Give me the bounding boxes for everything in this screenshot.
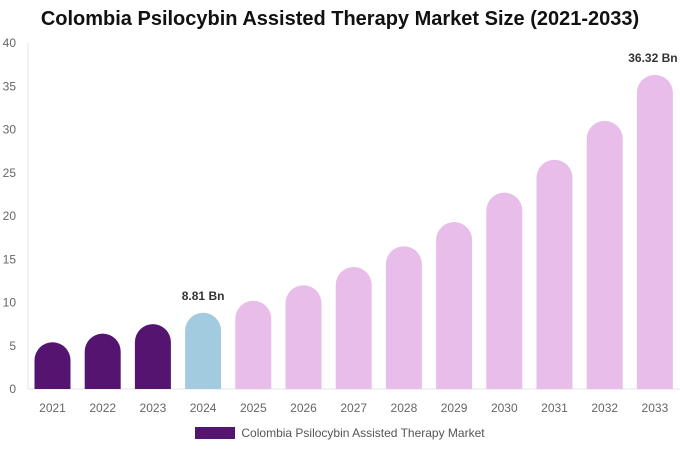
bar-2028: [385, 246, 422, 389]
y-tick-label: 5: [9, 339, 16, 353]
x-tick-label: 2031: [541, 401, 568, 415]
x-tick-label: 2023: [140, 401, 167, 415]
x-tick-label: 2029: [441, 401, 468, 415]
x-tick-label: 2025: [240, 401, 267, 415]
bar-2022: [84, 333, 121, 389]
bar-2023: [134, 324, 171, 389]
y-tick-label: 20: [3, 209, 17, 223]
data-label: 36.32 Bn: [628, 51, 677, 65]
bar-2031: [536, 159, 573, 389]
x-tick-label: 2021: [39, 401, 66, 415]
y-tick-label: 30: [3, 123, 17, 137]
x-tick-label: 2027: [340, 401, 367, 415]
bar-2024: [185, 312, 222, 389]
chart-title: Colombia Psilocybin Assisted Therapy Mar…: [40, 8, 640, 30]
x-tick-label: 2028: [391, 401, 418, 415]
bar-2026: [285, 285, 322, 389]
x-tick-label: 2033: [642, 401, 669, 415]
legend-label: Colombia Psilocybin Assisted Therapy Mar…: [241, 426, 485, 440]
bar-2030: [486, 192, 523, 389]
y-tick-label: 10: [3, 296, 17, 310]
x-tick-label: 2022: [89, 401, 116, 415]
y-tick-label: 0: [9, 382, 16, 396]
y-tick-label: 40: [3, 36, 17, 50]
y-tick-label: 35: [3, 79, 17, 93]
legend-swatch: [195, 427, 236, 439]
data-label: 8.81 Bn: [182, 289, 225, 303]
x-tick-label: 2024: [190, 401, 217, 415]
x-tick-label: 2032: [591, 401, 618, 415]
x-tick-label: 2030: [491, 401, 518, 415]
bar-2029: [436, 222, 473, 389]
bar-2032: [586, 120, 623, 389]
y-tick-label: 15: [3, 252, 17, 266]
legend: Colombia Psilocybin Assisted Therapy Mar…: [0, 426, 680, 440]
bar-2021: [34, 342, 71, 389]
y-tick-label: 25: [3, 166, 17, 180]
x-tick-label: 2026: [290, 401, 317, 415]
bar-2027: [335, 267, 372, 389]
bar-2033: [636, 74, 673, 389]
bar-2025: [235, 300, 272, 389]
